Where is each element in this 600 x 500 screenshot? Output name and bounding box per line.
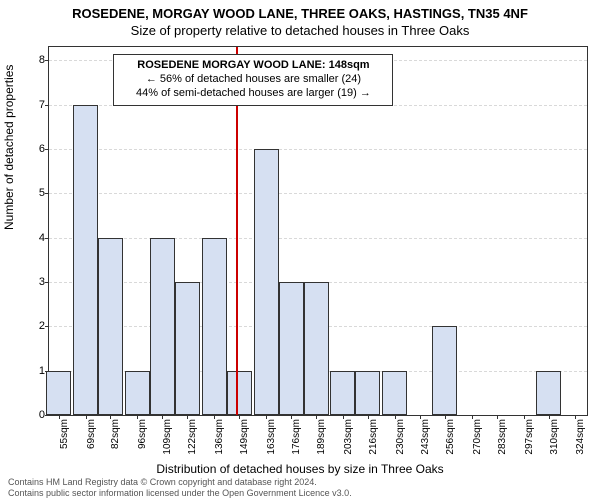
x-tick-label: 216sqm [368, 419, 379, 455]
gridline [49, 238, 587, 239]
histogram-bar [73, 105, 98, 415]
histogram-bar [330, 371, 355, 415]
x-tick-label: 230sqm [395, 419, 406, 455]
histogram-bar [125, 371, 150, 415]
y-tick-label: 8 [39, 54, 45, 66]
histogram-bar [304, 282, 329, 415]
footnote: Contains HM Land Registry data © Crown c… [8, 477, 352, 498]
y-tick-label: 5 [39, 187, 45, 199]
histogram-bar [536, 371, 561, 415]
y-axis-label: Number of detached properties [2, 65, 16, 230]
x-tick-label: 69sqm [86, 419, 97, 449]
x-tick-label: 163sqm [266, 419, 277, 455]
histogram-bar [175, 282, 200, 415]
x-tick-label: 203sqm [343, 419, 354, 455]
x-tick-label: 310sqm [549, 419, 560, 455]
x-tick-label: 324sqm [575, 419, 586, 455]
y-tick-label: 2 [39, 320, 45, 332]
x-axis-label: Distribution of detached houses by size … [0, 462, 600, 476]
x-tick-label: 256sqm [445, 419, 456, 455]
gridline [49, 149, 587, 150]
histogram-bar [98, 238, 123, 415]
gridline [49, 193, 587, 194]
y-tick-label: 6 [39, 143, 45, 155]
footnote-line2: Contains public sector information licen… [8, 488, 352, 498]
histogram-bar [254, 149, 279, 415]
histogram-bar [150, 238, 175, 415]
x-tick-label: 96sqm [137, 419, 148, 449]
histogram-bar [279, 282, 304, 415]
x-tick-label: 297sqm [524, 419, 535, 455]
x-tick-label: 270sqm [472, 419, 483, 455]
chart-title: ROSEDENE, MORGAY WOOD LANE, THREE OAKS, … [0, 0, 600, 21]
x-tick-label: 136sqm [214, 419, 225, 455]
histogram-bar [355, 371, 380, 415]
x-tick-label: 122sqm [187, 419, 198, 455]
y-tick-label: 1 [39, 365, 45, 377]
x-tick-label: 82sqm [110, 419, 121, 449]
histogram-bar [46, 371, 71, 415]
x-tick-label: 243sqm [420, 419, 431, 455]
annotation-box: ROSEDENE MORGAY WOOD LANE: 148sqm← 56% o… [113, 54, 393, 105]
x-tick-label: 176sqm [291, 419, 302, 455]
chart-subtitle: Size of property relative to detached ho… [0, 21, 600, 38]
annotation-line: ← 56% of detached houses are smaller (24… [122, 73, 384, 87]
footnote-line1: Contains HM Land Registry data © Crown c… [8, 477, 352, 487]
histogram-bar [227, 371, 252, 415]
x-tick-label: 283sqm [497, 419, 508, 455]
x-tick-label: 149sqm [239, 419, 250, 455]
y-tick-label: 4 [39, 232, 45, 244]
histogram-bar [202, 238, 227, 415]
x-tick-label: 189sqm [316, 419, 327, 455]
y-tick-label: 3 [39, 276, 45, 288]
x-tick-label: 109sqm [162, 419, 173, 455]
histogram-bar [432, 326, 457, 415]
annotation-line: 44% of semi-detached houses are larger (… [122, 87, 384, 101]
y-tick-label: 7 [39, 99, 45, 111]
histogram-bar [382, 371, 407, 415]
annotation-line: ROSEDENE MORGAY WOOD LANE: 148sqm [122, 59, 384, 73]
x-tick-label: 55sqm [59, 419, 70, 449]
chart-plot-area: 01234567855sqm69sqm82sqm96sqm109sqm122sq… [48, 46, 588, 416]
y-tick-label: 0 [39, 409, 45, 421]
